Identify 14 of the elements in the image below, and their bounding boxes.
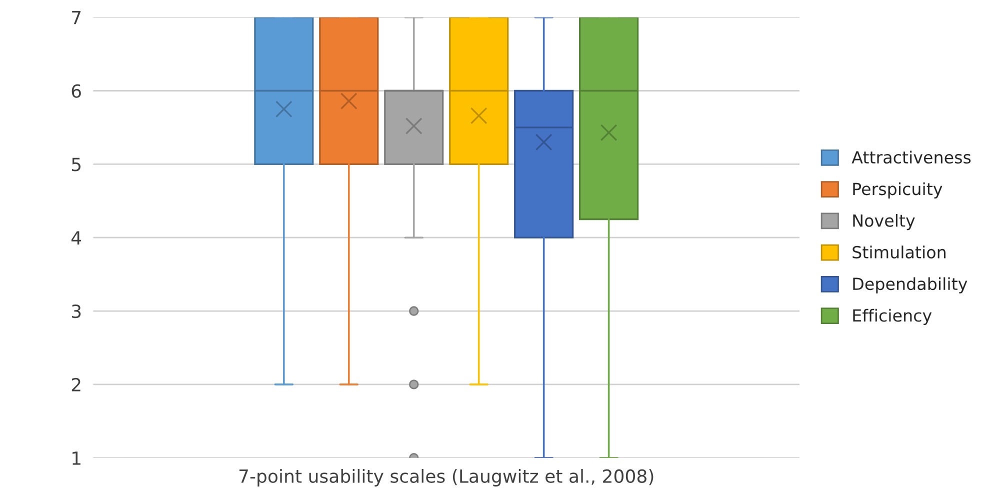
legend-label: Stimulation	[852, 246, 946, 259]
y-tick-label: 1	[72, 452, 80, 465]
y-tick-label: 2	[72, 378, 80, 392]
y-tick-label: 7	[72, 11, 81, 24]
legend-label: Perspicuity	[853, 182, 942, 198]
y-tick-label: 6	[72, 84, 81, 98]
y-tick-label: 3	[72, 304, 81, 318]
legend-label: Dependability	[853, 277, 968, 294]
x-tick-label: 7-point usability scales (Laugwitz et al., 2008)	[239, 468, 654, 486]
y-tick-label: 4	[71, 231, 82, 244]
legend-label: Novelty	[853, 214, 915, 230]
legend-label: Attractiveness	[852, 150, 971, 164]
y-tick-label: 5	[72, 158, 81, 172]
legend-label: Efficiency	[853, 308, 932, 325]
